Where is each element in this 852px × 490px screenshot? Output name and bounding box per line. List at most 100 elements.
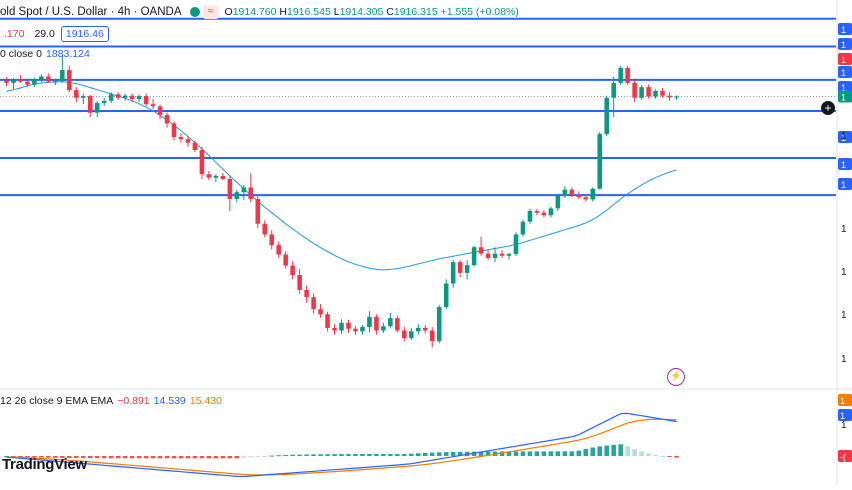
candle-body[interactable] (122, 95, 128, 98)
candle-body[interactable] (332, 327, 337, 331)
candle-body[interactable] (478, 247, 484, 254)
candle-body[interactable] (360, 327, 365, 332)
symbol-title[interactable]: old Spot / U.S. Dollar · 4h · OANDA (0, 6, 182, 18)
add-plus-icon[interactable]: + (821, 101, 835, 115)
candle-body[interactable] (562, 189, 568, 196)
candle-body[interactable] (367, 316, 372, 328)
candle-body[interactable] (381, 326, 386, 331)
candle-body[interactable] (255, 198, 261, 224)
ma-legend[interactable]: 0 close 0 1883.124 (0, 48, 90, 60)
candle-body[interactable] (618, 67, 623, 83)
candle-body[interactable] (555, 196, 561, 209)
candle-body[interactable] (101, 100, 107, 103)
candle-body[interactable] (416, 327, 421, 332)
candle-body[interactable] (374, 316, 379, 331)
candle-body[interactable] (339, 322, 344, 331)
candle-body[interactable] (632, 82, 637, 98)
candle-body[interactable] (639, 87, 644, 98)
candle-body[interactable] (108, 94, 114, 101)
candle-body[interactable] (164, 114, 170, 124)
candle-body[interactable] (429, 330, 435, 342)
candle-body[interactable] (220, 175, 226, 179)
sell-button[interactable]: .170 (4, 28, 25, 40)
candle-body[interactable] (74, 90, 79, 98)
candle-body[interactable] (646, 87, 651, 97)
candle-body[interactable] (457, 262, 463, 273)
candle-body[interactable] (81, 96, 86, 98)
candle-body[interactable] (611, 82, 616, 98)
candle-body[interactable] (143, 96, 149, 105)
candle-body[interactable] (597, 134, 602, 189)
candle-body[interactable] (241, 187, 247, 193)
candle-body[interactable] (506, 254, 512, 256)
candle-body[interactable] (471, 247, 477, 266)
candle-body[interactable] (443, 283, 449, 308)
candle-body[interactable] (199, 149, 205, 175)
candle-body[interactable] (513, 234, 519, 255)
candle-body[interactable] (527, 210, 533, 222)
candle-body[interactable] (46, 76, 51, 82)
candle-body[interactable] (450, 262, 456, 284)
candle-body[interactable] (422, 327, 428, 331)
candle-body[interactable] (11, 79, 16, 83)
candle-body[interactable] (304, 289, 309, 298)
candle-body[interactable] (290, 265, 295, 275)
candle-body[interactable] (436, 307, 442, 342)
candle-body[interactable] (157, 106, 163, 115)
macd-legend[interactable]: 12 26 close 9 EMA EMA −0.891 14.539 15.430 (0, 395, 222, 407)
candle-body[interactable] (67, 70, 72, 91)
candle-body[interactable] (32, 79, 37, 85)
candle-body[interactable] (311, 297, 316, 310)
candle-body[interactable] (541, 212, 547, 216)
candle-body[interactable] (395, 318, 400, 331)
candle-body[interactable] (464, 265, 470, 273)
candle-body[interactable] (171, 123, 177, 138)
candle-body[interactable] (604, 97, 609, 135)
candle-body[interactable] (388, 318, 393, 327)
candle-body[interactable] (129, 95, 135, 100)
candle-body[interactable] (520, 221, 526, 235)
candle-body[interactable] (283, 254, 288, 266)
candle-body[interactable] (115, 94, 121, 98)
candle-body[interactable] (150, 104, 156, 107)
candle-body[interactable] (548, 208, 554, 216)
candle-body[interactable] (353, 328, 358, 332)
candle-body[interactable] (667, 95, 672, 98)
candle-body[interactable] (653, 90, 658, 97)
buy-button[interactable]: 1916.46 (60, 26, 109, 42)
candle-body[interactable] (402, 330, 407, 339)
candle-body[interactable] (25, 81, 30, 85)
candle-body[interactable] (590, 188, 596, 200)
candle-body[interactable] (276, 245, 281, 255)
candle-body[interactable] (206, 174, 212, 178)
candle-body[interactable] (234, 192, 240, 199)
candle-body[interactable] (248, 187, 254, 199)
candle-body[interactable] (4, 80, 9, 83)
candle-body[interactable] (60, 70, 65, 81)
candle-body[interactable] (185, 139, 191, 143)
candle-body[interactable] (499, 253, 505, 256)
candle-body[interactable] (660, 90, 665, 96)
candle-body[interactable] (178, 137, 184, 140)
candle-body[interactable] (87, 96, 93, 113)
candle-body[interactable] (485, 253, 491, 258)
candle-body[interactable] (318, 309, 323, 315)
candle-body[interactable] (136, 96, 142, 100)
candle-body[interactable] (583, 197, 589, 200)
candle-body[interactable] (94, 102, 100, 113)
candle-body[interactable] (18, 79, 23, 82)
candle-body[interactable] (297, 274, 302, 290)
candle-body[interactable] (269, 234, 274, 246)
tradingview-logo[interactable]: TradingView (2, 456, 87, 473)
wave-icon[interactable]: ≈ (202, 5, 219, 19)
candle-body[interactable] (409, 331, 414, 339)
lightning-icon[interactable]: ⚡ (667, 368, 685, 386)
candle-body[interactable] (227, 178, 233, 199)
candle-body[interactable] (262, 223, 267, 235)
candle-body[interactable] (213, 175, 219, 178)
candle-body[interactable] (192, 142, 198, 150)
candle-body[interactable] (39, 76, 44, 80)
candle-body[interactable] (625, 67, 630, 83)
candle-body[interactable] (576, 195, 582, 198)
